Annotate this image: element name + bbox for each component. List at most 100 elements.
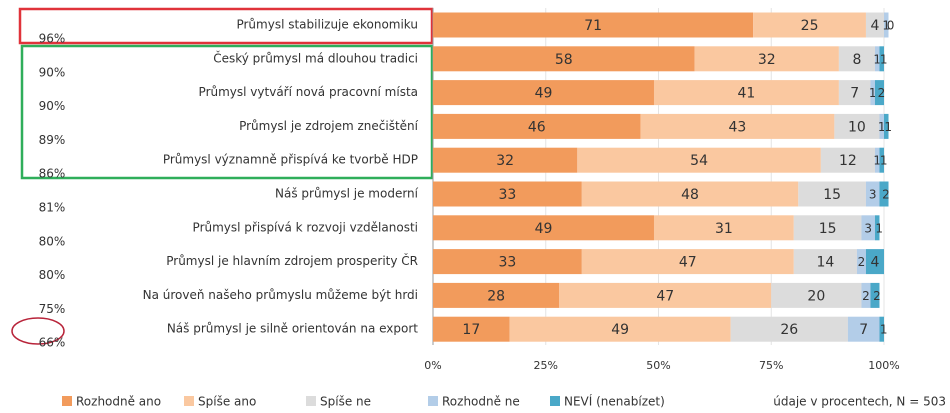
data-label: 71	[584, 18, 602, 34]
bar-segment	[433, 147, 578, 173]
data-label: 7	[850, 86, 859, 102]
data-label: 1	[873, 154, 881, 168]
bar-segment	[865, 12, 884, 38]
data-label: 46	[528, 119, 546, 135]
data-label: 33	[499, 187, 517, 203]
bar-segment	[577, 147, 821, 173]
data-label: 17	[462, 322, 480, 338]
bar-segment	[884, 113, 889, 139]
category-label: Průmysl stabilizuje ekonomiku	[236, 18, 418, 32]
bar-segment	[433, 316, 510, 342]
bar-segment	[820, 147, 875, 173]
data-label: 31	[715, 221, 733, 237]
category-label: Náš průmysl je silně orientován na expor…	[167, 322, 418, 336]
side-label: 90%	[39, 65, 66, 79]
bar-segment	[879, 316, 884, 342]
bar-segment	[793, 249, 857, 275]
data-label: 32	[758, 52, 776, 68]
data-label: 41	[738, 86, 756, 102]
side-label: 81%	[39, 201, 66, 215]
data-label: 28	[487, 288, 505, 304]
bar-segment	[879, 46, 884, 72]
data-label: 32	[496, 153, 514, 169]
side-label: 80%	[39, 234, 66, 248]
data-label: 58	[555, 52, 573, 68]
data-label: 1	[875, 221, 883, 235]
bar-segment	[884, 12, 889, 38]
bar-segment	[653, 80, 839, 106]
x-tick-label: 0%	[424, 359, 441, 372]
bar-segment	[509, 316, 731, 342]
data-label: 1	[869, 86, 877, 100]
data-label: 4	[871, 255, 880, 271]
bar-segment	[870, 282, 880, 308]
data-label: 12	[839, 153, 857, 169]
highlight-box	[20, 44, 434, 180]
side-label: 80%	[39, 268, 66, 282]
note: údaje v procentech, N = 503	[773, 395, 946, 409]
bar-segment	[874, 46, 880, 72]
data-label: 49	[535, 86, 553, 102]
x-tick-label: 50%	[646, 359, 670, 372]
data-label: 1	[878, 120, 886, 134]
side-label: 96%	[39, 32, 66, 46]
bar-segment	[771, 282, 862, 308]
data-label: 20	[807, 288, 825, 304]
highlight-box	[18, 7, 434, 45]
data-label: 1	[882, 19, 890, 33]
legend-swatch	[550, 396, 560, 406]
data-label: 2	[858, 255, 866, 269]
bar-segment	[847, 316, 880, 342]
bar-segment	[640, 113, 835, 139]
bar-segment	[879, 147, 884, 173]
data-label: 1	[880, 52, 888, 66]
legend-label: Rozhodně ne	[442, 395, 520, 409]
bar-segment	[694, 46, 839, 72]
bar-segment	[581, 181, 799, 207]
bar-segment	[653, 215, 794, 241]
bar-segment	[865, 249, 884, 275]
bar-segment	[433, 282, 560, 308]
legend-label: NEVÍ (nenabízet)	[564, 394, 665, 409]
data-label: 48	[681, 187, 699, 203]
bar-segment	[861, 282, 871, 308]
bar-segment	[753, 12, 866, 38]
bar-segment	[433, 80, 654, 106]
data-label: 8	[852, 52, 861, 68]
bar-segment	[433, 181, 582, 207]
side-label: 66%	[39, 336, 66, 350]
x-tick-label: 100%	[868, 359, 899, 372]
category-label: Na úroveň našeho průmyslu můžeme být hrd…	[143, 288, 418, 302]
bar-segment	[865, 181, 880, 207]
x-tick-label: 25%	[534, 359, 558, 372]
legend-swatch	[306, 396, 316, 406]
bar-segment	[581, 249, 794, 275]
bar-segment	[433, 249, 582, 275]
data-label: 43	[729, 119, 747, 135]
bar-segment	[838, 80, 871, 106]
category-label: Průmysl přispívá k rozvoji vzdělanosti	[193, 220, 418, 234]
legend-label: Rozhodně ano	[76, 395, 161, 409]
bar-segment	[861, 215, 875, 241]
data-label: 7	[859, 322, 868, 338]
legend-swatch	[428, 396, 438, 406]
bar-segment	[870, 80, 875, 106]
side-label: 90%	[39, 99, 66, 113]
x-tick-label: 75%	[759, 359, 783, 372]
data-label: 15	[823, 187, 841, 203]
data-label: 10	[848, 119, 866, 135]
data-label: 47	[656, 288, 674, 304]
legend-swatch	[184, 396, 194, 406]
data-label: 2	[882, 188, 890, 202]
data-label: 14	[816, 255, 834, 271]
data-label: 1	[880, 323, 888, 337]
bar-segment	[730, 316, 848, 342]
bar-segment	[874, 215, 880, 241]
bar-segment	[874, 147, 880, 173]
bar-segment	[559, 282, 772, 308]
data-label: 4	[871, 18, 880, 34]
data-label: 1	[873, 52, 881, 66]
data-label: 49	[611, 322, 629, 338]
legend-swatch	[62, 396, 72, 406]
data-label: 25	[801, 18, 819, 34]
